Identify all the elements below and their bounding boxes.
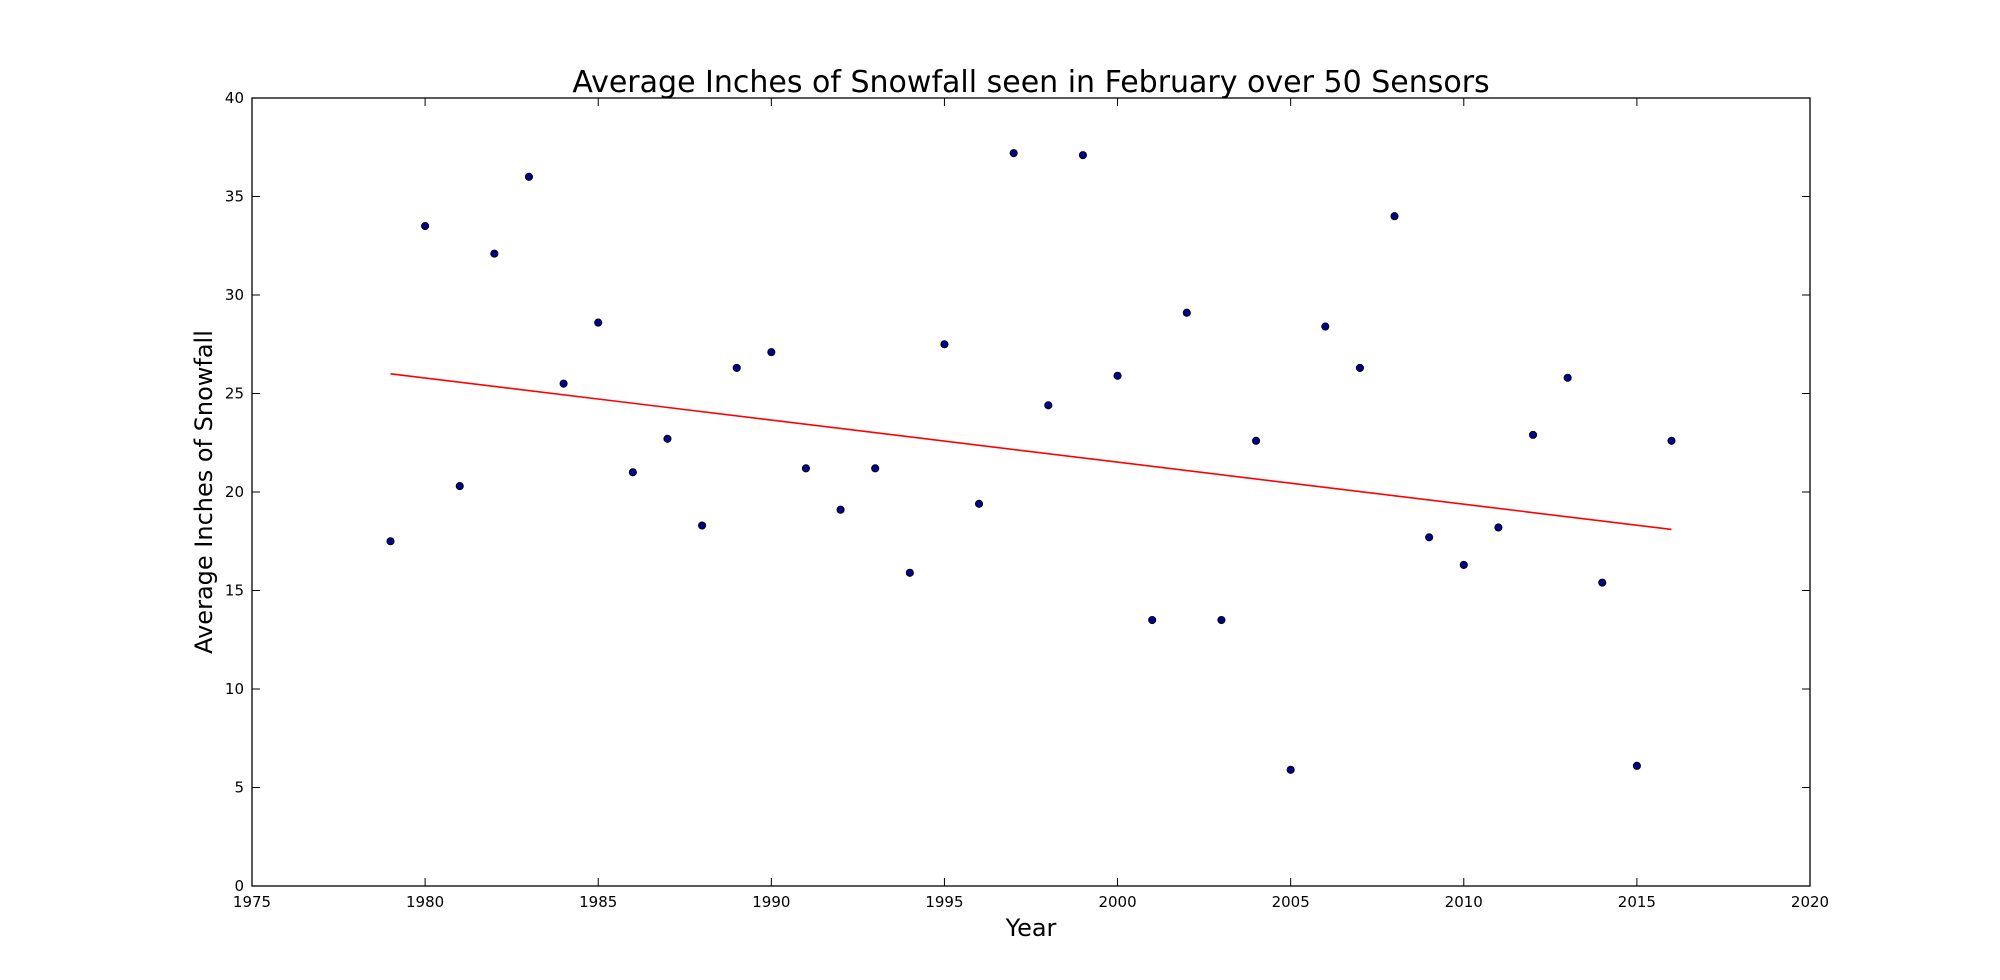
scatter-point (490, 249, 499, 258)
y-tick-label: 0 (234, 877, 244, 895)
scatter-point (940, 340, 949, 349)
scatter-point (1078, 151, 1087, 160)
scatter-point (1355, 363, 1364, 372)
scatter-point (628, 468, 637, 477)
y-tick-label: 20 (225, 483, 244, 501)
scatter-point (1182, 308, 1191, 317)
chart-title: Average Inches of Snowfall seen in Febru… (572, 65, 1489, 100)
scatter-point (1425, 533, 1434, 542)
series-layer (386, 149, 1676, 774)
x-tick-label: 2005 (1272, 893, 1310, 911)
scatter-point (1251, 436, 1261, 445)
scatter-point (1321, 322, 1330, 331)
plot-area-frame (251, 97, 1811, 887)
scatter-point (421, 221, 430, 231)
scatter-point (1632, 761, 1641, 770)
scatter-point (1286, 765, 1295, 774)
y-tick-label: 30 (225, 286, 244, 304)
ticks-layer: 1975 1980 1985 1990 1995 2000 2005 2010 2015 2020… (225, 89, 1829, 911)
scatter-point (1528, 430, 1538, 439)
scatter-point (698, 521, 707, 530)
scatter-point (1459, 560, 1468, 569)
scatter-point (767, 348, 776, 357)
scatter-point (732, 363, 741, 372)
scatter-point (594, 318, 603, 327)
x-axis-title: Year (1005, 914, 1057, 942)
scatter-point (1044, 401, 1053, 410)
x-tick-label: 2020 (1791, 893, 1829, 911)
scatter-point (559, 379, 568, 388)
x-tick-label: 2000 (1098, 893, 1136, 911)
scatter-point (1113, 371, 1122, 380)
scatter-point (975, 499, 984, 508)
y-tick-label: 40 (225, 89, 244, 107)
scatter-point (801, 464, 811, 473)
x-tick-label: 2010 (1445, 893, 1483, 911)
y-axis-title: Average Inches of Snowfall (190, 330, 218, 654)
scatter-point (836, 505, 845, 514)
scatter-point (1598, 578, 1607, 587)
scatter-point (905, 568, 914, 577)
scatter-point (1390, 212, 1399, 221)
scatter-point (1009, 149, 1018, 158)
y-tick-label: 15 (225, 582, 244, 600)
scatter-point (1667, 436, 1676, 445)
scatter-point (1494, 523, 1503, 532)
x-tick-label: 1985 (579, 893, 617, 911)
y-tick-label: 5 (234, 779, 244, 797)
scatter-point (386, 537, 395, 546)
scatter-point (455, 482, 464, 491)
scatter-point (663, 434, 672, 443)
x-tick-label: 1980 (406, 893, 444, 911)
y-tick-label: 10 (225, 680, 244, 698)
x-tick-label: 2015 (1618, 893, 1656, 911)
y-tick-label: 35 (225, 188, 244, 206)
scatter-point (1217, 616, 1226, 625)
scatter-point (1563, 373, 1572, 382)
scatter-point (524, 172, 534, 181)
x-tick-label: 1995 (925, 893, 963, 911)
y-tick-label: 25 (225, 385, 244, 403)
x-tick-label: 1975 (233, 893, 271, 911)
x-tick-label: 1990 (752, 893, 790, 911)
trend-line (390, 373, 1672, 531)
scatter-point (871, 464, 880, 473)
scatter-point (1148, 616, 1157, 625)
